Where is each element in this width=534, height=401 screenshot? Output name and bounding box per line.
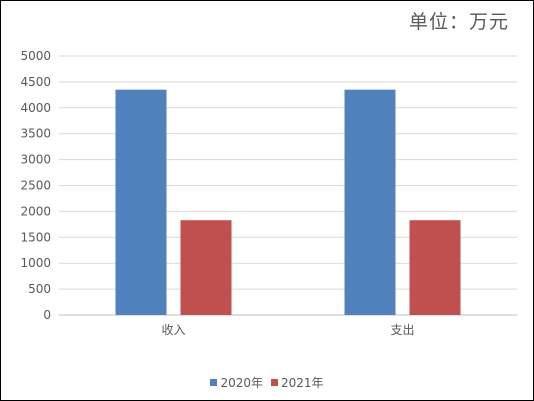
legend-item-2021: 2021年 bbox=[271, 374, 324, 391]
y-tick-label: 500 bbox=[28, 282, 51, 296]
legend-swatch-2021 bbox=[271, 379, 278, 386]
bar-2021-income bbox=[180, 220, 232, 315]
bar-2020-income bbox=[115, 89, 167, 315]
unit-label: 单位：万元 bbox=[408, 11, 509, 33]
y-tick-label: 1500 bbox=[20, 230, 51, 244]
y-tick-label: 1000 bbox=[20, 256, 51, 270]
x-tick-label: 收入 bbox=[161, 323, 185, 337]
y-tick-label: 5000 bbox=[20, 49, 51, 63]
legend-swatch-2020 bbox=[210, 379, 218, 386]
y-tick-label: 3500 bbox=[20, 127, 51, 141]
legend-label-2020: 2020年 bbox=[220, 376, 263, 390]
bar-2021-expense bbox=[409, 220, 461, 315]
legend-item-2020: 2020年 bbox=[210, 374, 263, 391]
x-tick-label: 支出 bbox=[390, 323, 414, 337]
y-tick-label: 0 bbox=[43, 308, 51, 322]
legend: 2020年 2021年 bbox=[1, 374, 533, 391]
y-tick-label: 3000 bbox=[20, 153, 51, 167]
bar-2020-expense bbox=[344, 89, 396, 315]
y-tick-label: 4500 bbox=[20, 75, 51, 89]
y-tick-label: 2500 bbox=[20, 179, 51, 193]
y-tick-label: 2000 bbox=[20, 204, 51, 218]
y-tick-label: 4000 bbox=[20, 101, 51, 115]
legend-label-2021: 2021年 bbox=[281, 376, 324, 390]
